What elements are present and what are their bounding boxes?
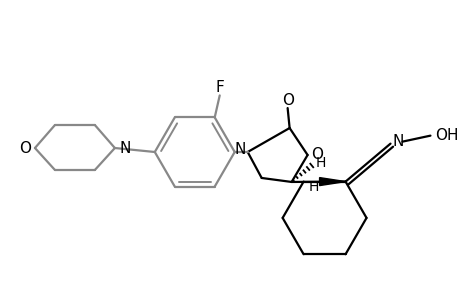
Text: O: O bbox=[311, 148, 323, 163]
Text: H: H bbox=[315, 156, 325, 170]
Polygon shape bbox=[319, 178, 345, 186]
Text: OH: OH bbox=[434, 128, 457, 143]
Text: H: H bbox=[308, 180, 318, 194]
Text: O: O bbox=[281, 93, 293, 108]
Text: N: N bbox=[392, 134, 403, 149]
Text: N: N bbox=[119, 140, 130, 155]
Text: N: N bbox=[234, 142, 245, 158]
Text: F: F bbox=[215, 80, 224, 95]
Text: O: O bbox=[19, 140, 31, 155]
